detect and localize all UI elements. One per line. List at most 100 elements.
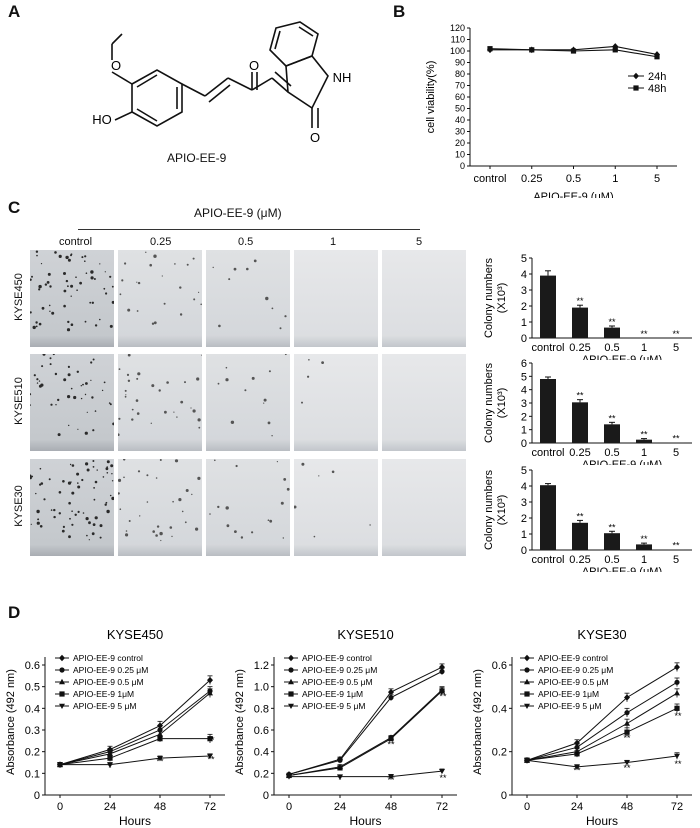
colony-dot <box>117 478 122 482</box>
c-bar <box>604 327 620 338</box>
c-y-tick-label: 4 <box>521 385 527 397</box>
colony-plate-image <box>382 459 466 556</box>
chart-c-kyse450: 0 1 2 3 4 5 control ** 0.25 ** 0.5 ** 1 ** 5 APIO-EE-9 … <box>483 253 692 360</box>
colony-dot <box>201 354 203 356</box>
d-x-tick-label: 24 <box>571 801 583 813</box>
colony-dot <box>230 420 235 424</box>
d-data-point <box>674 689 680 696</box>
c-bar <box>636 544 652 550</box>
d-significance: ** <box>623 763 631 773</box>
colony-dot <box>76 370 79 373</box>
chart-d-kyse450: KYSE450 0 0.1 0.2 0.3 0.4 0.5 0.6 0 24 48 72 Hours Ab… <box>5 627 225 825</box>
colony-dot <box>191 493 193 496</box>
colony-dot <box>282 537 284 539</box>
colony-dot <box>235 464 238 468</box>
colony-dot <box>301 401 303 404</box>
d-data-point <box>57 762 63 768</box>
d-data-point <box>624 710 630 716</box>
b-data-point <box>654 54 660 60</box>
colony-dot <box>92 358 95 361</box>
colony-dot <box>88 521 91 525</box>
colony-dot <box>265 296 269 301</box>
colony-plate-image <box>294 354 378 451</box>
colony-dot <box>136 310 139 312</box>
colony-dots <box>212 259 287 330</box>
colony-dot <box>251 376 255 380</box>
colony-dot <box>198 291 200 293</box>
b-y-tick-label: 40 <box>455 115 465 125</box>
colony-dot <box>209 513 211 515</box>
c-significance: ** <box>672 434 680 444</box>
b-data-point <box>570 48 577 54</box>
colony-dot <box>246 267 249 271</box>
colony-dot <box>109 324 113 328</box>
c-x-tick-label: 0.25 <box>569 447 590 459</box>
colony-dot <box>225 378 229 382</box>
colony-dot <box>123 458 126 461</box>
chart-d-kyse510: KYSE510 0 0.2 0.4 0.6 0.8 1.0 1.2 0 24 48 72 Hours Ab… <box>234 627 457 825</box>
colony-dot <box>301 462 305 466</box>
d-legend-marker <box>288 667 294 673</box>
d-x-tick-label: 48 <box>385 801 397 813</box>
colony-plate-image <box>28 459 115 556</box>
colony-dot <box>53 515 56 519</box>
colony-dot <box>90 270 94 274</box>
colony-dot <box>38 288 41 291</box>
colony-dot <box>321 361 324 364</box>
colony-dot <box>158 389 161 392</box>
colony-dot <box>156 525 160 528</box>
c-significance: ** <box>576 511 584 521</box>
colony-plate-image <box>206 250 290 347</box>
colony-dot <box>117 433 120 436</box>
colony-plate-image <box>382 250 466 347</box>
colony-dot <box>127 379 131 382</box>
colony-dot <box>77 428 79 430</box>
d-legend-marker <box>59 678 65 685</box>
colony-dot <box>86 411 88 413</box>
d-y-tick-label: 0.4 <box>254 747 269 759</box>
b-x-tick-label: control <box>473 173 506 185</box>
colony-dot <box>84 320 87 323</box>
colony-dot <box>36 521 40 525</box>
colony-dots <box>117 353 203 436</box>
colony-dot <box>126 373 130 376</box>
d-legend-label: APIO-EE-9 5 μM <box>73 701 136 711</box>
atom-ho: HO <box>92 112 112 127</box>
colony-dot <box>69 463 72 466</box>
colony-dot <box>185 489 189 492</box>
colony-dot <box>93 487 95 489</box>
colony-dot <box>111 496 115 501</box>
colony-dot <box>58 491 62 494</box>
colony-dot <box>51 311 55 315</box>
d-data-point <box>524 758 530 764</box>
b-x-tick-label: 0.25 <box>521 173 542 185</box>
colony-plate-image <box>118 250 202 347</box>
b-y-tick-label: 80 <box>455 69 465 79</box>
c-bar <box>540 275 556 338</box>
d-data-point <box>388 694 394 701</box>
colony-dot <box>32 325 36 330</box>
colony-dot <box>76 472 80 476</box>
colony-dot <box>50 509 53 511</box>
colony-dot <box>82 383 84 386</box>
c-significance: ** <box>640 430 648 440</box>
c-y-tick-label: 4 <box>521 481 527 493</box>
colony-dot <box>71 510 73 512</box>
d-data-point <box>439 668 445 675</box>
atom-o-ketone: O <box>249 58 259 73</box>
c-y-tick-label: 5 <box>521 371 527 383</box>
colony-dot <box>151 322 155 325</box>
d-significance: * <box>575 750 579 760</box>
d-y-tick-label: 0.2 <box>254 768 269 780</box>
colony-dot <box>94 516 98 520</box>
colony-dot <box>94 324 98 327</box>
colony-dots <box>117 458 201 542</box>
colony-dot <box>146 501 149 503</box>
colony-plate-image <box>293 459 378 556</box>
d-series-line <box>526 755 678 768</box>
colony-dot <box>181 510 184 513</box>
colony-dot <box>88 539 90 541</box>
d-x-tick-label: 72 <box>436 801 448 813</box>
colony-dot <box>240 536 244 539</box>
colony-dot <box>307 375 310 378</box>
